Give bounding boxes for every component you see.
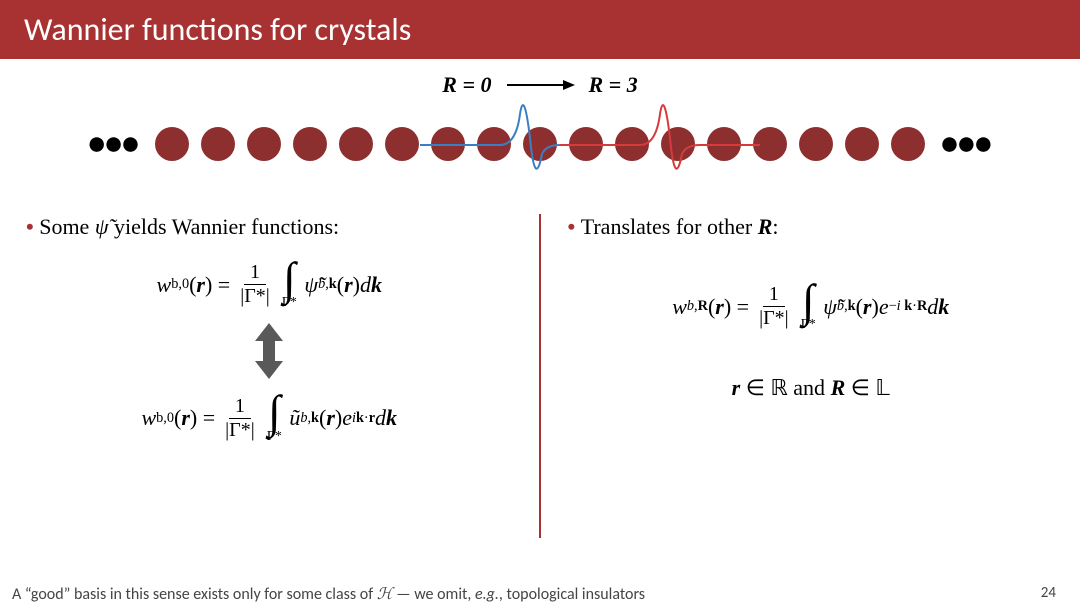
atom bbox=[293, 127, 327, 161]
atom bbox=[155, 127, 189, 161]
label-r0: R = 0 bbox=[442, 72, 491, 97]
equation-w-u: wb,0(r) = 1 |Γ*| ∫Γ* ũb,k(r)eik·rdk bbox=[26, 391, 513, 444]
atom bbox=[845, 127, 879, 161]
bullet-left: Some ψ̃ yields Wannier functions: bbox=[26, 214, 513, 240]
footer: A “good” basis in this sense exists only… bbox=[12, 584, 1068, 604]
footer-note: A “good” basis in this sense exists only… bbox=[12, 584, 645, 604]
left-column: Some ψ̃ yields Wannier functions: wb,0(r… bbox=[0, 210, 539, 568]
arrow-icon bbox=[505, 76, 575, 94]
atom bbox=[891, 127, 925, 161]
content-area: Some ψ̃ yields Wannier functions: wb,0(r… bbox=[0, 210, 1080, 568]
equation-w-psi: wb,0(r) = 1 |Γ*| ∫Γ* ψ̃b,k(r)dk bbox=[26, 258, 513, 311]
atom-chain: ••• ••• bbox=[0, 104, 1080, 184]
atom bbox=[477, 127, 511, 161]
atom bbox=[201, 127, 235, 161]
equation-w-R: wb,R(r) = 1 |Γ*| ∫Γ* ψ̃b,k(r)e−i k·Rdk bbox=[567, 280, 1054, 333]
atom bbox=[431, 127, 465, 161]
slide-title: Wannier functions for crystals bbox=[0, 0, 1080, 59]
atom bbox=[385, 127, 419, 161]
label-r3: R = 3 bbox=[589, 72, 638, 97]
lattice-annotations: R = 0 R = 3 bbox=[0, 72, 1080, 98]
atom bbox=[569, 127, 603, 161]
atom bbox=[799, 127, 833, 161]
atom bbox=[661, 127, 695, 161]
atom bbox=[615, 127, 649, 161]
domain-statement: r ∈ ℝ and R ∈ 𝕃 bbox=[567, 375, 1054, 401]
atom bbox=[753, 127, 787, 161]
atom bbox=[247, 127, 281, 161]
bullet-right: Translates for other R: bbox=[567, 214, 1054, 240]
atom bbox=[523, 127, 557, 161]
bidirectional-arrow-icon bbox=[26, 323, 513, 379]
atom bbox=[339, 127, 373, 161]
right-column: Translates for other R: wb,R(r) = 1 |Γ*|… bbox=[541, 210, 1080, 568]
atom bbox=[707, 127, 741, 161]
page-number: 24 bbox=[1041, 584, 1068, 604]
